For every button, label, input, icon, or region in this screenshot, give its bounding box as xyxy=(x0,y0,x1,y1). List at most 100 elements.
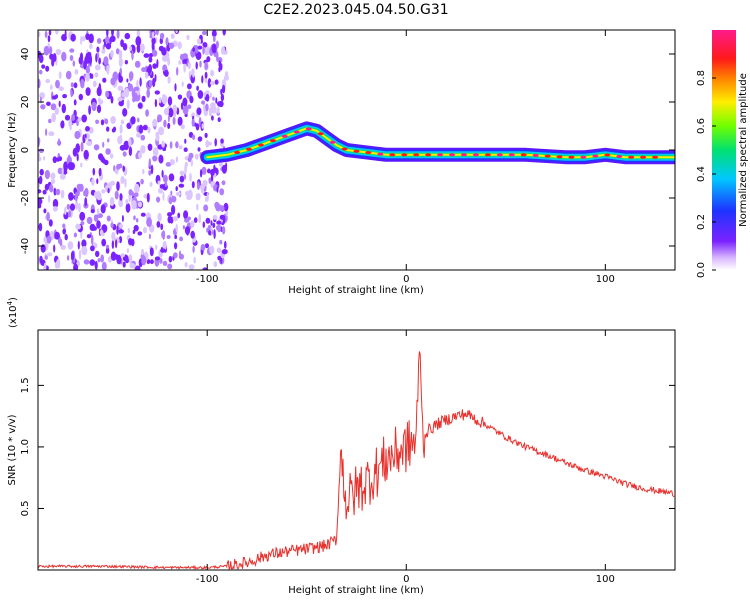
noise-speckle xyxy=(64,114,71,121)
noise-speckles xyxy=(38,30,229,270)
noise-speckle xyxy=(124,60,128,65)
noise-speckle xyxy=(121,215,124,222)
noise-speckle xyxy=(193,257,196,264)
noise-speckle xyxy=(128,138,132,148)
noise-speckle xyxy=(122,165,125,172)
noise-speckle xyxy=(44,30,48,38)
noise-speckle xyxy=(175,141,179,149)
noise-speckle xyxy=(177,212,181,219)
noise-speckle xyxy=(91,101,97,112)
noise-speckle xyxy=(152,77,156,88)
noise-speckle xyxy=(179,53,185,61)
noise-speckle xyxy=(201,100,206,105)
noise-speckle xyxy=(40,104,46,110)
noise-speckle xyxy=(124,32,131,40)
noise-speckle xyxy=(48,118,52,124)
noise-speckle xyxy=(159,184,165,189)
snr-frame xyxy=(37,329,676,571)
noise-speckle xyxy=(183,63,186,73)
noise-speckle xyxy=(131,200,137,210)
noise-speckle xyxy=(162,240,167,251)
noise-speckle xyxy=(45,128,48,136)
noise-speckle xyxy=(140,43,145,52)
noise-speckle xyxy=(62,228,66,235)
noise-speckle xyxy=(90,209,95,214)
noise-speckle xyxy=(98,167,102,177)
noise-speckle xyxy=(53,206,58,212)
noise-speckle xyxy=(117,96,123,102)
ridge-peak xyxy=(281,134,288,138)
noise-speckle xyxy=(92,226,97,231)
noise-speckle xyxy=(122,43,128,51)
noise-speckle xyxy=(141,255,147,266)
noise-speckle xyxy=(48,30,52,36)
noise-speckle xyxy=(39,69,43,75)
y-tick-label: 1.5 xyxy=(20,377,31,393)
y-tick-label: 0.5 xyxy=(20,501,31,517)
noise-speckle xyxy=(122,261,126,268)
noise-speckle xyxy=(97,258,101,263)
noise-speckle xyxy=(154,74,157,82)
noise-speckle xyxy=(180,102,184,110)
noise-speckle xyxy=(115,239,118,249)
noise-speckle xyxy=(117,85,122,91)
ridge-peak xyxy=(449,153,456,157)
noise-speckle xyxy=(43,236,48,243)
noise-speckle xyxy=(183,173,187,180)
noise-speckle xyxy=(77,117,82,122)
noise-speckle xyxy=(161,169,164,178)
noise-speckle xyxy=(170,159,175,166)
noise-speckle xyxy=(114,190,119,200)
noise-speckle xyxy=(85,87,91,96)
noise-speckle xyxy=(38,197,43,205)
noise-speckle xyxy=(104,118,109,125)
noise-speckle xyxy=(110,251,117,261)
noise-speckle xyxy=(84,197,88,207)
noise-speckle xyxy=(152,118,158,127)
noise-speckle xyxy=(96,86,102,97)
noise-speckle xyxy=(154,256,161,261)
noise-speckle xyxy=(90,234,94,245)
y-tick-label: 1.0 xyxy=(20,439,31,455)
noise-speckle xyxy=(83,190,87,197)
noise-speckle xyxy=(179,236,184,242)
noise-speckle xyxy=(194,153,199,160)
noise-speckle xyxy=(219,214,226,220)
noise-speckle xyxy=(52,198,59,209)
noise-speckle xyxy=(191,118,195,127)
noise-speckle xyxy=(132,229,136,234)
noise-speckle xyxy=(94,191,98,199)
noise-speckle xyxy=(52,156,57,164)
noise-speckle xyxy=(107,138,110,143)
noise-speckle xyxy=(139,77,142,87)
noise-speckle xyxy=(45,65,50,72)
noise-speckle xyxy=(181,81,184,87)
noise-speckle xyxy=(177,116,183,126)
noise-speckle xyxy=(54,107,59,115)
noise-speckle xyxy=(110,96,114,104)
noise-speckle xyxy=(217,117,221,122)
noise-speckle xyxy=(133,224,139,232)
ridge-peak xyxy=(556,155,563,159)
noise-speckle xyxy=(43,208,47,214)
noise-speckle xyxy=(202,179,208,187)
noise-speckle xyxy=(196,181,200,190)
noise-speckle xyxy=(140,248,145,256)
noise-speckle xyxy=(197,136,203,142)
noise-speckle xyxy=(184,262,188,268)
colorbar-tick-label: 0.0 xyxy=(696,262,707,278)
noise-speckle xyxy=(205,90,210,96)
noise-speckle xyxy=(155,244,158,251)
ridge-peak xyxy=(269,139,276,143)
spectrogram-x-label: Height of straight line (km) xyxy=(288,285,424,296)
noise-speckle xyxy=(186,216,192,221)
noise-speckle xyxy=(125,257,129,264)
noise-speckle xyxy=(154,99,158,108)
ridge-peak xyxy=(616,155,623,158)
noise-speckle xyxy=(55,30,59,35)
noise-speckle xyxy=(76,153,79,162)
ridge-peak xyxy=(317,132,324,136)
noise-speckle xyxy=(167,76,171,84)
spectrogram-panel: -100 0 100 -40 -20 0 20 40 Height of straight … xyxy=(7,29,676,296)
noise-speckle xyxy=(192,134,196,140)
